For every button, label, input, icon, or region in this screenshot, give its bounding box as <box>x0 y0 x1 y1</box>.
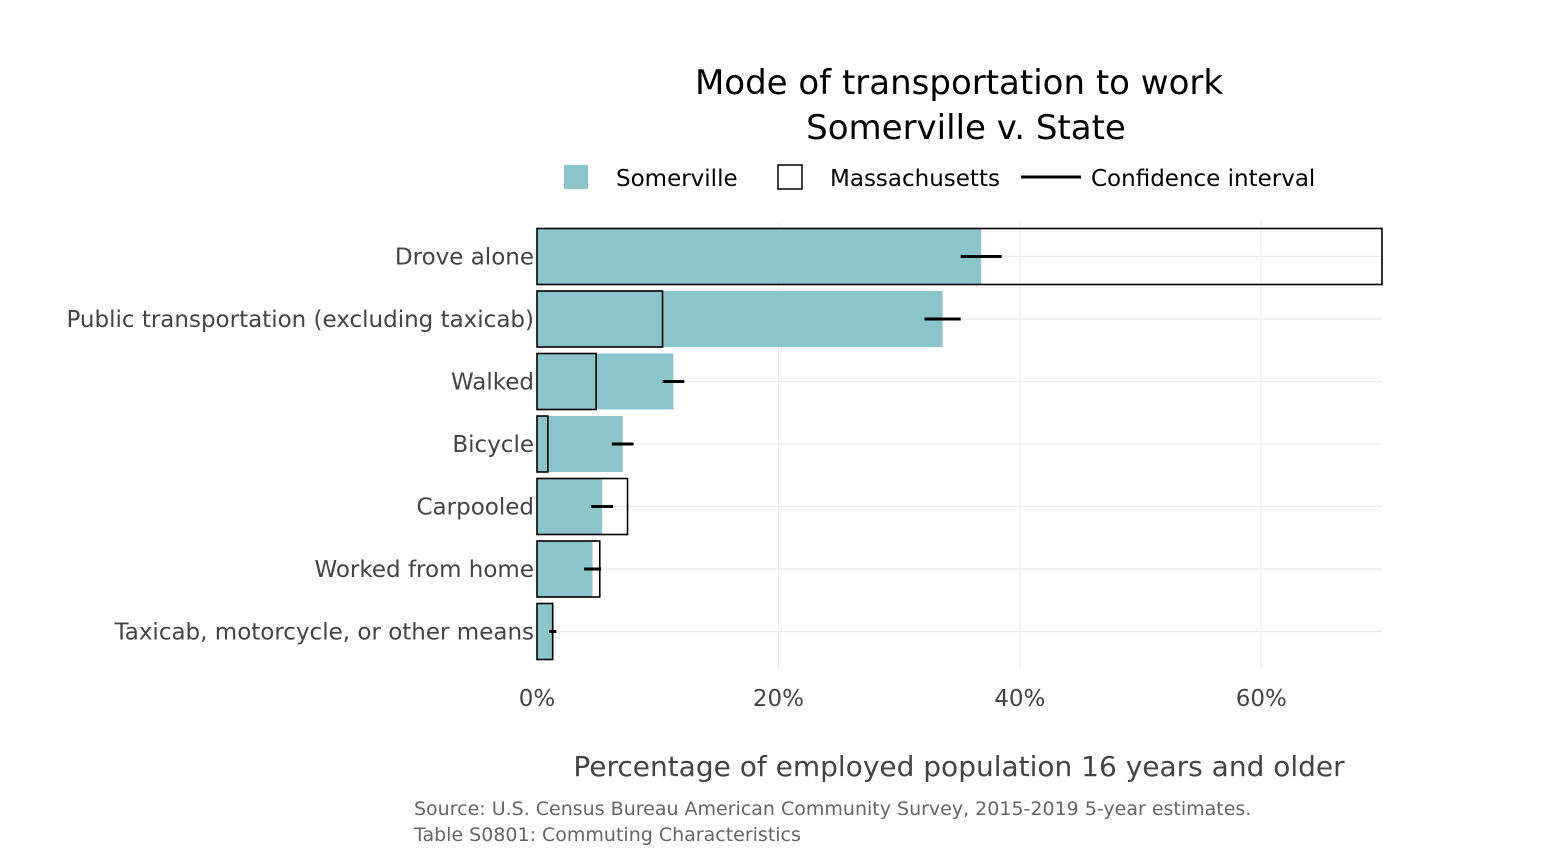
legend-swatch-somerville <box>564 165 588 189</box>
bar-somerville <box>537 353 674 410</box>
bar-massachusetts <box>536 352 597 411</box>
bar-massachusetts <box>536 477 629 536</box>
bar-somerville <box>537 291 943 347</box>
table-caption: Table S0801: Commuting Characteristics <box>413 824 801 846</box>
bar-massachusetts <box>536 415 549 473</box>
x-axis-title: Percentage of employed population 16 yea… <box>573 750 1345 783</box>
category-label: Taxicab, motorcycle, or other means <box>113 620 534 646</box>
bar-somerville <box>537 416 623 472</box>
x-tick-label: 40% <box>994 686 1045 712</box>
x-tick-label: 60% <box>1236 686 1287 712</box>
category-label: Bicycle <box>452 432 534 458</box>
bar-somerville <box>537 228 982 285</box>
category-label: Public transportation (excluding taxicab… <box>66 307 534 333</box>
chart-subtitle: Somerville v. State <box>806 108 1126 148</box>
category-label: Carpooled <box>417 495 535 521</box>
chart-title: Mode of transportation to work <box>695 63 1223 103</box>
category-label: Walked <box>451 370 534 396</box>
legend-label-confidence-interval: Confidence interval <box>1091 166 1315 192</box>
category-label: Worked from home <box>314 557 534 583</box>
x-tick-label: 20% <box>753 686 804 712</box>
legend-label-somerville: Somerville <box>616 166 738 192</box>
grid <box>537 222 1382 668</box>
source-caption: Source: U.S. Census Bureau American Comm… <box>414 798 1251 820</box>
category-label: Drove alone <box>395 245 534 271</box>
bar-massachusetts <box>536 290 664 348</box>
bar-somerville <box>537 603 553 660</box>
plot-area <box>536 227 1383 661</box>
x-axis: 0% 20% 40% 60% <box>519 686 1287 712</box>
x-tick-label: 0% <box>519 686 556 712</box>
legend-swatch-massachusetts <box>777 164 803 190</box>
legend: Somerville Massachusetts Confidence inte… <box>564 164 1315 192</box>
legend-label-massachusetts: Massachusetts <box>830 166 1000 192</box>
bar-somerville <box>537 541 593 597</box>
bar-massachusetts <box>536 227 1383 286</box>
category-axis: Drove alone Public transportation (exclud… <box>66 245 534 646</box>
